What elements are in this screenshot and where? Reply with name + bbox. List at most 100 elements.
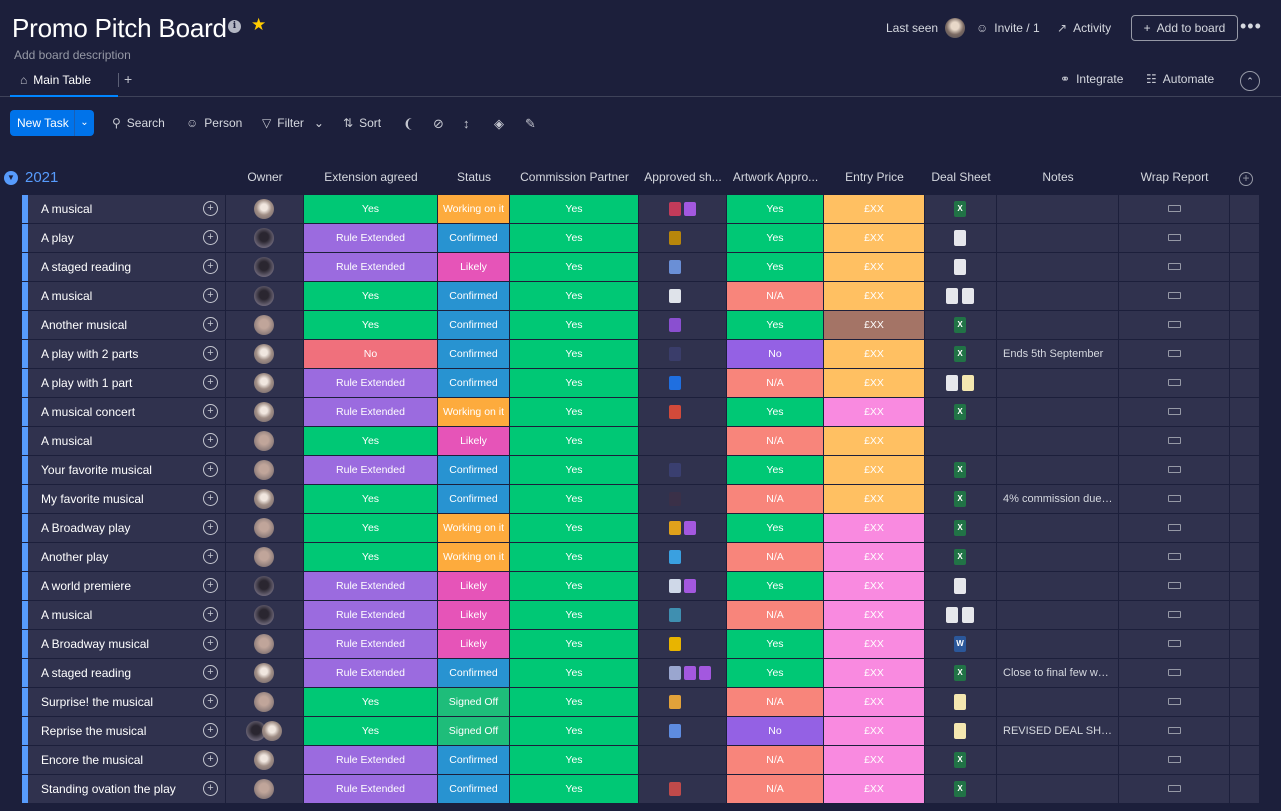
table-row[interactable]: Your favorite musical + Rule Extended Confi… bbox=[0, 456, 1281, 484]
wrap-report-cell[interactable] bbox=[1119, 253, 1230, 281]
excel-file-icon[interactable]: X bbox=[954, 404, 966, 420]
deal-sheet-cell[interactable] bbox=[925, 572, 997, 600]
commission-cell[interactable]: Yes bbox=[510, 427, 639, 455]
automate-button[interactable]: ☷ Automate bbox=[1146, 72, 1214, 86]
add-update-icon[interactable]: + bbox=[203, 665, 218, 680]
add-update-icon[interactable]: + bbox=[203, 462, 218, 477]
entry-price-cell[interactable]: £XX bbox=[824, 398, 925, 426]
item-name-cell[interactable]: A musical + bbox=[22, 601, 226, 629]
invite-button[interactable]: ☺ Invite / 1 bbox=[976, 15, 1040, 41]
entry-price-cell[interactable]: £XX bbox=[824, 253, 925, 281]
extension-status-cell[interactable]: No bbox=[304, 340, 438, 368]
status-cell[interactable]: Confirmed bbox=[438, 659, 510, 687]
approved-shows-cell[interactable] bbox=[639, 369, 727, 397]
image-thumbnail[interactable] bbox=[669, 608, 681, 622]
extension-status-cell[interactable]: Yes bbox=[304, 282, 438, 310]
add-update-icon[interactable]: + bbox=[203, 520, 218, 535]
table-row[interactable]: A play with 1 part + Rule Extended Confirme… bbox=[0, 369, 1281, 397]
status-cell[interactable]: Working on it bbox=[438, 543, 510, 571]
extension-status-cell[interactable]: Rule Extended bbox=[304, 659, 438, 687]
search-button[interactable]: ⚲ Search bbox=[112, 110, 165, 136]
wrap-report-cell[interactable] bbox=[1119, 630, 1230, 658]
deal-sheet-cell[interactable]: W bbox=[925, 630, 997, 658]
table-row[interactable]: Reprise the musical + Yes Signed Off Yes No £X… bbox=[0, 717, 1281, 745]
image-thumbnail[interactable] bbox=[669, 289, 681, 303]
wrap-report-cell[interactable] bbox=[1119, 427, 1230, 455]
notes-cell[interactable] bbox=[997, 688, 1119, 716]
add-update-icon[interactable]: + bbox=[203, 636, 218, 651]
star-icon[interactable]: ★ bbox=[251, 15, 267, 34]
deal-sheet-cell[interactable] bbox=[925, 253, 997, 281]
deal-sheet-cell[interactable] bbox=[925, 427, 997, 455]
approved-shows-cell[interactable] bbox=[639, 340, 727, 368]
entry-price-cell[interactable]: £XX bbox=[824, 485, 925, 513]
image-thumbnail[interactable] bbox=[669, 260, 681, 274]
add-update-icon[interactable]: + bbox=[203, 723, 218, 738]
wrap-report-cell[interactable] bbox=[1119, 340, 1230, 368]
commission-cell[interactable]: Yes bbox=[510, 311, 639, 339]
wrap-report-cell[interactable] bbox=[1119, 195, 1230, 223]
document-file-icon[interactable] bbox=[962, 375, 974, 391]
excel-file-icon[interactable]: X bbox=[954, 665, 966, 681]
wrap-report-cell[interactable] bbox=[1119, 659, 1230, 687]
commission-cell[interactable]: Yes bbox=[510, 630, 639, 658]
item-name[interactable]: A musical bbox=[41, 202, 93, 216]
table-row[interactable]: Another play + Yes Working on it Yes N/A £XX X bbox=[0, 543, 1281, 571]
artwork-approval-cell[interactable]: N/A bbox=[727, 775, 824, 803]
excel-file-icon[interactable]: X bbox=[954, 520, 966, 536]
wrap-report-cell[interactable] bbox=[1119, 456, 1230, 484]
item-name-cell[interactable]: Your favorite musical + bbox=[22, 456, 226, 484]
status-cell[interactable]: Confirmed bbox=[438, 340, 510, 368]
commission-cell[interactable]: Yes bbox=[510, 485, 639, 513]
wrap-report-cell[interactable] bbox=[1119, 717, 1230, 745]
table-row[interactable]: Another musical + Yes Confirmed Yes Yes £XX X bbox=[0, 311, 1281, 339]
add-view-button[interactable]: + bbox=[124, 71, 133, 87]
collapse-header-button[interactable]: ⌃ bbox=[1240, 71, 1260, 91]
extension-status-cell[interactable]: Yes bbox=[304, 427, 438, 455]
status-cell[interactable]: Working on it bbox=[438, 514, 510, 542]
notes-cell[interactable] bbox=[997, 282, 1119, 310]
item-name[interactable]: A play bbox=[41, 231, 74, 245]
commission-cell[interactable]: Yes bbox=[510, 688, 639, 716]
chevron-down-icon[interactable]: ⌄ bbox=[313, 116, 324, 130]
excel-file-icon[interactable]: X bbox=[954, 781, 966, 797]
deal-sheet-cell[interactable] bbox=[925, 282, 997, 310]
deal-sheet-cell[interactable]: X bbox=[925, 775, 997, 803]
status-cell[interactable]: Confirmed bbox=[438, 369, 510, 397]
owner-cell[interactable] bbox=[226, 688, 304, 716]
commission-cell[interactable]: Yes bbox=[510, 224, 639, 252]
add-update-icon[interactable]: + bbox=[203, 346, 218, 361]
table-row[interactable]: Encore the musical + Rule Extended Confirme… bbox=[0, 746, 1281, 774]
excel-file-icon[interactable]: X bbox=[954, 317, 966, 333]
table-row[interactable]: Standing ovation the play + Rule Extended C… bbox=[0, 775, 1281, 803]
commission-cell[interactable]: Yes bbox=[510, 746, 639, 774]
table-row[interactable]: Surprise! the musical + Yes Signed Off Yes N/… bbox=[0, 688, 1281, 716]
approved-shows-cell[interactable] bbox=[639, 195, 727, 223]
extension-status-cell[interactable]: Yes bbox=[304, 717, 438, 745]
image-thumbnail[interactable] bbox=[669, 637, 681, 651]
status-cell[interactable]: Working on it bbox=[438, 195, 510, 223]
notes-cell[interactable] bbox=[997, 572, 1119, 600]
wrap-report-cell[interactable] bbox=[1119, 543, 1230, 571]
wrap-report-cell[interactable] bbox=[1119, 398, 1230, 426]
owner-cell[interactable] bbox=[226, 369, 304, 397]
wrap-report-cell[interactable] bbox=[1119, 601, 1230, 629]
entry-price-cell[interactable]: £XX bbox=[824, 717, 925, 745]
entry-price-cell[interactable]: £XX bbox=[824, 775, 925, 803]
item-name[interactable]: A musical concert bbox=[41, 405, 136, 419]
artwork-approval-cell[interactable]: N/A bbox=[727, 427, 824, 455]
add-update-icon[interactable]: + bbox=[203, 491, 218, 506]
artwork-approval-cell[interactable]: Yes bbox=[727, 572, 824, 600]
image-thumbnail[interactable] bbox=[669, 550, 681, 564]
column-header-extension[interactable]: Extension agreed bbox=[324, 170, 418, 184]
item-name-cell[interactable]: Standing ovation the play + bbox=[22, 775, 226, 803]
deal-sheet-cell[interactable]: X bbox=[925, 543, 997, 571]
entry-price-cell[interactable]: £XX bbox=[824, 572, 925, 600]
table-row[interactable]: A staged reading + Rule Extended Likely Yes Y… bbox=[0, 253, 1281, 281]
notes-cell[interactable] bbox=[997, 746, 1119, 774]
last-seen[interactable]: Last seen bbox=[886, 15, 966, 41]
board-title[interactable]: Promo Pitch Board bbox=[12, 13, 227, 43]
table-row[interactable]: A musical concert + Rule Extended Working o… bbox=[0, 398, 1281, 426]
document-file-icon[interactable] bbox=[946, 607, 958, 623]
group-title[interactable]: 2021 bbox=[25, 169, 59, 186]
